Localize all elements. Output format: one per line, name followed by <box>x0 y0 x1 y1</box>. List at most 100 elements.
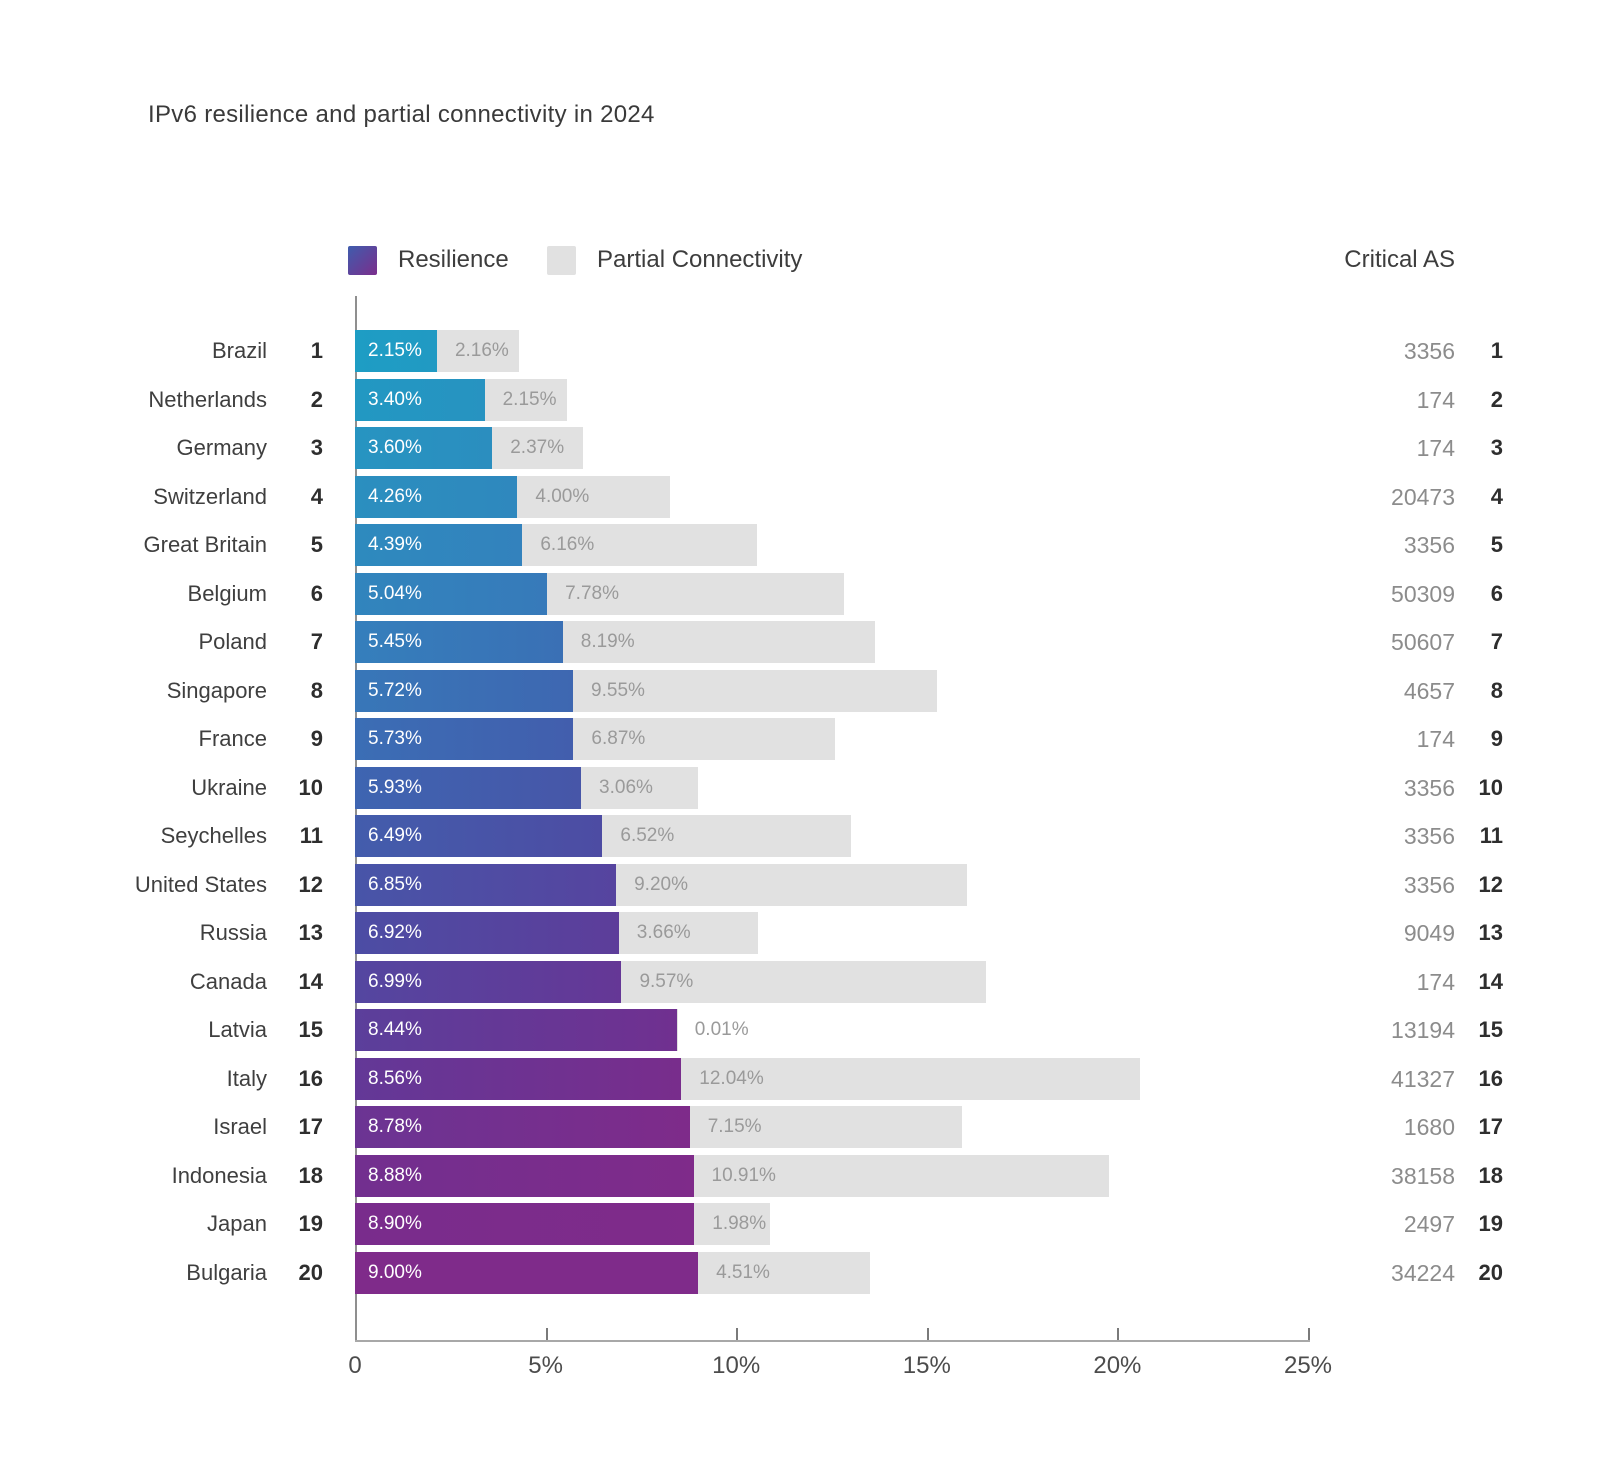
critical-as-value: 34224 <box>1391 1259 1455 1286</box>
resilience-value-label: 6.92% <box>368 922 422 943</box>
partial-connectivity-bar <box>689 1106 963 1148</box>
partial-connectivity-bar <box>492 427 583 469</box>
x-axis-tick-mark <box>926 1328 929 1340</box>
critical-as-value: 174 <box>1416 726 1455 752</box>
country-label: Indonesia <box>171 1162 267 1188</box>
resilience-value-label: 4.39% <box>368 534 422 555</box>
partial-connectivity-value-label: 2.16% <box>454 340 509 361</box>
critical-as-value: 41327 <box>1391 1065 1455 1092</box>
partial-connectivity-bar <box>694 1203 770 1245</box>
partial-connectivity-bar <box>573 718 836 760</box>
country-label: United States <box>134 871 267 897</box>
resilience-value-label: 4.26% <box>368 485 422 507</box>
rank-number-right: 5 <box>1490 532 1503 557</box>
rank-number-right: 8 <box>1490 677 1503 703</box>
resilience-bar: 8.90% <box>355 1203 695 1245</box>
country-label: Latvia <box>208 1017 267 1042</box>
rank-number-right: 12 <box>1478 871 1503 897</box>
x-axis-tick-label: 5% <box>528 1352 563 1379</box>
rank-number-left: 3 <box>310 435 323 460</box>
resilience-bar: 8.44% <box>355 1009 677 1051</box>
chart-row: Seychelles 11 6.49% 6.52% 3356 11 <box>0 815 1600 857</box>
chart-row: Canada 14 6.99% 9.57% 174 14 <box>0 960 1600 1003</box>
partial-connectivity-value-label: 3.06% <box>599 776 653 798</box>
rank-number-left: 11 <box>299 823 323 848</box>
chart-row: Poland 7 5.45% 8.19% 50607 7 <box>0 621 1600 663</box>
x-axis-tick-label: 10% <box>712 1352 761 1379</box>
chart-row: Ukraine 10 5.93% 3.06% 3356 10 <box>0 766 1600 809</box>
rank-number-left: 1 <box>310 338 323 363</box>
resilience-bar: 4.26% <box>355 475 518 518</box>
x-axis-tick-mark <box>545 1328 548 1340</box>
rank-number-right: 20 <box>1478 1259 1503 1285</box>
rank-number-left: 10 <box>298 774 323 800</box>
rank-number-left: 4 <box>310 483 323 509</box>
critical-as-value: 3356 <box>1403 871 1455 898</box>
resilience-value-label: 5.04% <box>368 582 422 604</box>
critical-as-value: 38158 <box>1391 1162 1455 1189</box>
critical-as-value: 4657 <box>1403 677 1455 704</box>
country-label: Netherlands <box>148 386 267 412</box>
resilience-bar: 6.85% <box>355 863 617 906</box>
resilience-bar: 3.60% <box>355 427 493 469</box>
critical-as-value: 3356 <box>1403 774 1455 801</box>
partial-connectivity-bar <box>618 912 759 954</box>
x-axis-tick-mark <box>1117 1328 1120 1340</box>
partial-connectivity-value-label: 2.37% <box>510 437 565 458</box>
country-label: Italy <box>226 1065 267 1091</box>
resilience-bar: 8.78% <box>355 1106 690 1148</box>
partial-connectivity-bar <box>693 1154 1110 1197</box>
resilience-value-label: 5.73% <box>368 728 422 749</box>
critical-as-column-header: Critical AS <box>1344 246 1455 273</box>
partial-connectivity-swatch-icon <box>547 245 576 275</box>
chart-row: Latvia 15 8.44% 0.01% 13194 15 <box>0 1009 1600 1051</box>
partial-connectivity-value-label: 7.15% <box>707 1116 762 1137</box>
rank-number-left: 19 <box>298 1211 323 1236</box>
partial-connectivity-bar <box>522 524 758 566</box>
partial-connectivity-bar <box>573 669 938 712</box>
country-label: Israel <box>213 1114 267 1139</box>
x-axis-tick-label: 15% <box>902 1352 951 1379</box>
rank-number-left: 2 <box>310 386 323 412</box>
resilience-bar: 4.39% <box>355 524 523 566</box>
rank-number-right: 16 <box>1478 1065 1503 1091</box>
resilience-value-label: 6.85% <box>368 873 422 895</box>
partial-connectivity-value-label: 7.78% <box>565 582 619 604</box>
partial-connectivity-bar <box>681 1057 1141 1100</box>
critical-as-value: 3356 <box>1403 338 1455 364</box>
critical-as-value: 174 <box>1416 386 1455 413</box>
resilience-bar: 6.99% <box>355 960 622 1003</box>
partial-connectivity-value-label: 12.04% <box>699 1067 764 1089</box>
resilience-bar: 6.49% <box>355 815 603 857</box>
country-label: Poland <box>198 629 267 654</box>
partial-connectivity-value-label: 6.16% <box>540 534 595 555</box>
rank-number-left: 7 <box>310 629 323 654</box>
resilience-bar: 2.15% <box>355 330 437 372</box>
rank-number-left: 14 <box>298 968 323 994</box>
resilience-bar: 5.45% <box>355 621 563 663</box>
chart-row: France 9 5.73% 6.87% 174 9 <box>0 718 1600 760</box>
resilience-value-label: 3.60% <box>368 437 422 458</box>
partial-connectivity-value-label: 1.98% <box>712 1213 767 1234</box>
rank-number-right: 13 <box>1478 920 1503 945</box>
partial-connectivity-value-label: 6.52% <box>620 825 675 846</box>
chart-row: Brazil 1 2.15% 2.16% 3356 1 <box>0 330 1600 372</box>
critical-as-value: 3356 <box>1403 532 1455 558</box>
x-axis-tick-label: 20% <box>1093 1352 1142 1379</box>
page-title: IPv6 resilience and partial connectivity… <box>148 101 655 128</box>
country-label: Germany <box>176 435 267 460</box>
partial-connectivity-bar <box>436 330 520 372</box>
rank-number-right: 7 <box>1490 629 1503 654</box>
country-label: Bulgaria <box>186 1259 267 1285</box>
country-label: Great Britain <box>143 532 268 557</box>
legend-label-partial-connectivity: Partial Connectivity <box>597 246 803 273</box>
critical-as-value: 50309 <box>1391 580 1455 607</box>
critical-as-value: 2497 <box>1403 1211 1455 1237</box>
rank-number-left: 9 <box>310 726 323 751</box>
rank-number-right: 17 <box>1478 1114 1503 1139</box>
country-label: Singapore <box>166 677 267 703</box>
resilience-value-label: 9.00% <box>368 1261 422 1283</box>
rank-number-left: 20 <box>298 1259 323 1285</box>
partial-connectivity-value-label: 9.20% <box>634 873 688 895</box>
